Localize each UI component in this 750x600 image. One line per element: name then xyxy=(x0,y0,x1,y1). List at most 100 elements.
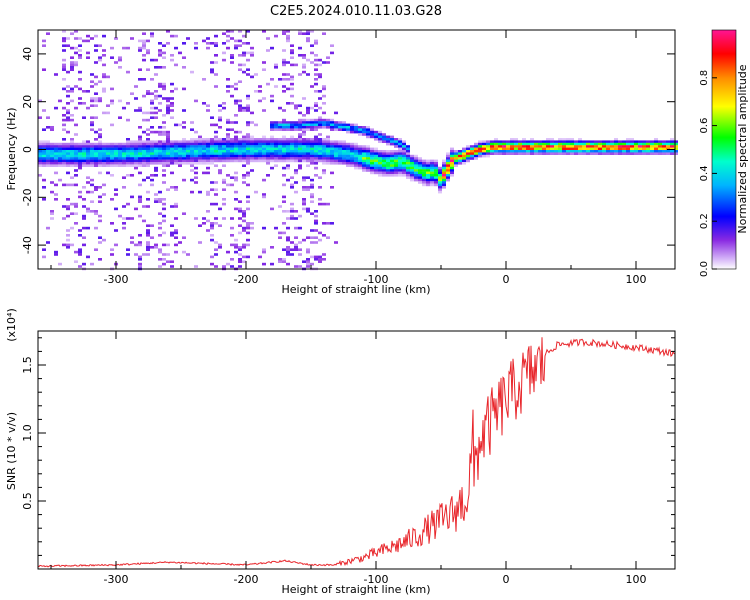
heatmap-cell xyxy=(154,66,158,69)
heatmap-cell xyxy=(314,73,318,76)
heatmap-cell xyxy=(402,159,406,163)
heatmap-cell xyxy=(666,150,670,153)
heatmap-cell xyxy=(366,164,370,167)
heatmap-cell xyxy=(82,198,86,201)
heatmap-cell xyxy=(78,250,82,254)
heatmap-cell xyxy=(106,162,110,165)
heatmap-cell xyxy=(74,202,78,206)
heatmap-cell xyxy=(370,166,374,170)
heatmap-cell xyxy=(178,154,182,158)
heatmap-cell xyxy=(354,145,358,148)
heatmap-cell xyxy=(158,226,162,230)
heatmap-cell xyxy=(370,135,374,139)
heatmap-cell xyxy=(510,138,514,141)
heatmap-cell xyxy=(254,159,258,163)
heatmap-cell xyxy=(86,154,90,158)
heatmap-cell xyxy=(302,133,306,136)
heatmap-cell xyxy=(578,145,582,148)
heatmap-cell xyxy=(238,142,242,146)
heatmap-cell xyxy=(146,140,150,143)
heatmap-cell xyxy=(94,44,98,47)
heatmap-cell xyxy=(54,154,58,158)
heatmap-cell xyxy=(298,73,302,76)
heatmap-cell xyxy=(302,150,306,153)
heatmap-cell xyxy=(426,171,430,175)
heatmap-cell xyxy=(290,202,294,206)
heatmap-cell xyxy=(58,164,62,167)
heatmap-cell xyxy=(78,152,82,155)
heatmap-cell xyxy=(130,162,134,165)
heatmap-cell xyxy=(94,210,98,213)
heatmap-cell xyxy=(90,200,94,203)
heatmap-cell xyxy=(478,145,482,148)
heatmap-cell xyxy=(142,78,146,81)
heatmap-cell xyxy=(286,34,290,38)
heatmap-cell xyxy=(94,212,98,215)
heatmap-cell xyxy=(226,250,230,254)
heatmap-cell xyxy=(302,130,306,134)
heatmap-cell xyxy=(142,162,146,165)
heatmap-cell xyxy=(282,150,286,153)
heatmap-cell xyxy=(214,217,218,220)
heatmap-cell xyxy=(190,190,194,194)
heatmap-cell xyxy=(194,166,198,170)
heatmap-cell xyxy=(70,152,74,155)
heatmap-cell xyxy=(174,152,178,155)
heatmap-cell xyxy=(286,123,290,127)
heatmap-cell xyxy=(174,157,178,160)
heatmap-cell xyxy=(322,159,326,163)
heatmap-cell xyxy=(170,157,174,160)
heatmap-cell xyxy=(158,190,162,194)
heatmap-cell xyxy=(410,162,414,165)
heatmap-cell xyxy=(190,140,194,143)
heatmap-cell xyxy=(586,140,590,143)
heatmap-cell xyxy=(358,147,362,151)
heatmap-cell xyxy=(446,169,450,172)
heatmap-cell xyxy=(526,142,530,146)
heatmap-cell xyxy=(82,150,86,153)
heatmap-cell xyxy=(318,58,322,62)
heatmap-cell xyxy=(86,147,90,151)
heatmap-cell xyxy=(466,159,470,163)
heatmap-cell xyxy=(322,152,326,155)
heatmap-cell xyxy=(146,133,150,136)
heatmap-cell xyxy=(150,130,154,134)
heatmap-cell xyxy=(178,142,182,146)
heatmap-cell xyxy=(62,147,66,151)
heatmap-cell xyxy=(390,164,394,167)
heatmap-cell xyxy=(50,217,54,220)
heatmap-cell xyxy=(246,133,250,136)
heatmap-cell xyxy=(150,154,154,158)
heatmap-cell xyxy=(294,190,298,194)
heatmap-cell xyxy=(42,157,46,160)
heatmap-cell xyxy=(326,147,330,151)
heatmap-cell xyxy=(374,169,378,172)
heatmap-cell xyxy=(266,159,270,163)
heatmap-cell xyxy=(246,159,250,163)
heatmap-cell xyxy=(226,118,230,122)
heatmap-cell xyxy=(382,164,386,167)
heatmap-cell xyxy=(374,171,378,175)
heatmap-cell xyxy=(214,154,218,158)
heatmap-cell xyxy=(90,121,94,124)
heatmap-cell xyxy=(418,178,422,182)
heatmap-cell xyxy=(194,157,198,160)
heatmap-cell xyxy=(590,140,594,143)
heatmap-cell xyxy=(254,152,258,155)
heatmap-cell xyxy=(78,166,82,170)
heatmap-cell xyxy=(286,236,290,239)
heatmap-cell xyxy=(238,231,242,235)
heatmap-cell xyxy=(98,154,102,158)
heatmap-cell xyxy=(362,166,366,170)
heatmap-cell xyxy=(490,145,494,148)
heatmap-cell xyxy=(158,140,162,143)
heatmap-cell xyxy=(618,140,622,143)
heatmap-cell xyxy=(538,150,542,153)
heatmap-cell xyxy=(138,49,142,52)
heatmap-cell xyxy=(86,90,90,93)
heatmap-cell xyxy=(542,150,546,153)
heatmap-cell xyxy=(98,200,102,203)
heatmap-cell xyxy=(498,150,502,153)
heatmap-cell xyxy=(490,140,494,143)
